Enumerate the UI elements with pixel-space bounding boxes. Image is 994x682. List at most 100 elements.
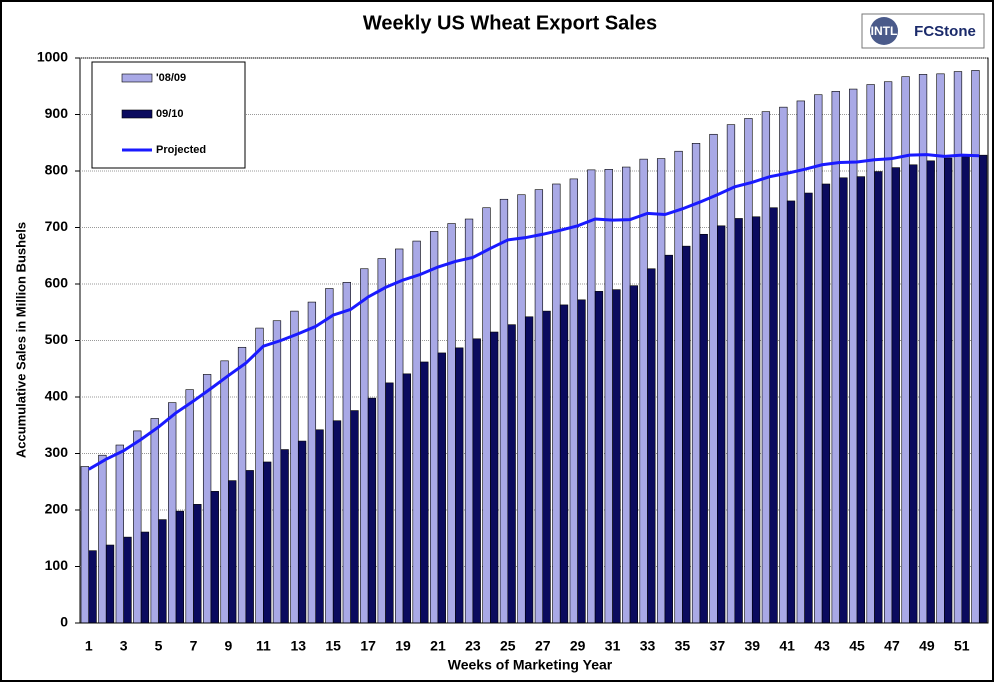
x-tick-label: 47 xyxy=(884,638,900,654)
x-tick-label: 9 xyxy=(225,638,233,654)
bar xyxy=(220,360,229,624)
bar xyxy=(98,454,107,624)
bar xyxy=(297,440,307,624)
bar xyxy=(447,223,456,624)
bar xyxy=(499,198,509,624)
x-tick-label: 13 xyxy=(290,638,306,654)
logo: INTL FCStone xyxy=(861,13,985,49)
bar xyxy=(577,299,586,624)
bar xyxy=(342,282,351,624)
x-tick-label: 19 xyxy=(395,638,411,654)
bar xyxy=(682,245,691,624)
bar xyxy=(395,248,404,624)
bar xyxy=(856,176,866,624)
x-tick-label: 27 xyxy=(535,638,551,654)
bar xyxy=(612,289,621,624)
y-tick-label: 600 xyxy=(45,275,69,291)
x-tick-label: 21 xyxy=(430,638,446,654)
bar xyxy=(175,510,185,624)
bar xyxy=(385,382,394,624)
legend-swatch xyxy=(121,109,153,119)
x-tick-label: 51 xyxy=(954,638,970,654)
bar xyxy=(332,420,342,624)
bar xyxy=(280,449,289,624)
x-tick-label: 7 xyxy=(190,638,198,654)
bar xyxy=(604,169,613,624)
bar xyxy=(464,218,474,624)
y-tick-label: 500 xyxy=(45,331,69,347)
bar xyxy=(290,310,299,624)
y-tick-label: 200 xyxy=(45,501,69,517)
bar xyxy=(674,150,683,624)
bar xyxy=(726,124,736,624)
bar xyxy=(325,288,334,624)
bar xyxy=(80,466,90,624)
bar xyxy=(272,320,282,624)
y-tick-label: 1000 xyxy=(37,49,68,65)
bar xyxy=(202,374,212,624)
y-tick-label: 400 xyxy=(45,388,69,404)
logo-text: FCStone xyxy=(914,23,976,40)
bar xyxy=(874,171,883,624)
bar xyxy=(517,194,526,624)
bar xyxy=(350,410,359,624)
bar xyxy=(751,216,761,624)
bar xyxy=(918,74,928,624)
bar xyxy=(744,118,753,624)
bar xyxy=(507,324,516,624)
bar xyxy=(839,177,848,624)
logo-globe xyxy=(870,17,898,45)
bar xyxy=(490,331,499,624)
bar xyxy=(656,158,666,624)
bar xyxy=(639,158,648,624)
bar xyxy=(307,301,317,624)
x-tick-label: 41 xyxy=(779,638,795,654)
bar xyxy=(133,430,142,624)
bar xyxy=(402,373,412,624)
x-tick-label: 31 xyxy=(605,638,621,654)
bar xyxy=(901,76,910,624)
bar xyxy=(245,470,254,624)
x-tick-label: 39 xyxy=(744,638,760,654)
bar xyxy=(944,157,953,624)
bar xyxy=(237,346,247,624)
bar xyxy=(185,389,194,624)
x-tick-label: 49 xyxy=(919,638,935,654)
bar xyxy=(420,361,429,624)
y-tick-label: 100 xyxy=(45,557,69,573)
legend-label: 09/10 xyxy=(156,108,184,120)
bar xyxy=(961,156,970,624)
y-tick-label: 0 xyxy=(60,614,68,630)
bar xyxy=(849,88,858,624)
x-tick-label: 15 xyxy=(325,638,341,654)
bar xyxy=(524,316,534,624)
bar xyxy=(594,291,604,624)
x-tick-label: 43 xyxy=(814,638,830,654)
bar xyxy=(315,429,324,624)
legend-label: '08/09 xyxy=(156,72,186,84)
bar xyxy=(647,268,656,624)
bar xyxy=(472,338,481,624)
legend-swatch xyxy=(121,73,153,83)
bar xyxy=(796,100,805,624)
bar xyxy=(210,491,219,624)
x-tick-label: 29 xyxy=(570,638,586,654)
bar xyxy=(622,166,631,624)
bar xyxy=(255,327,264,624)
y-tick-label: 900 xyxy=(45,105,69,121)
x-tick-label: 1 xyxy=(85,638,93,654)
line xyxy=(87,153,980,471)
y-tick-label: 700 xyxy=(45,218,69,234)
legend-label: Projected xyxy=(156,144,206,156)
bar xyxy=(761,111,771,624)
bar xyxy=(140,531,150,624)
bar xyxy=(115,444,124,624)
y-axis-title: Accumulative Sales in Million Bushels xyxy=(13,222,28,458)
bar xyxy=(360,268,369,624)
x-tick-label: 25 xyxy=(500,638,516,654)
bar xyxy=(814,94,823,624)
bar xyxy=(821,183,831,624)
bar xyxy=(587,169,596,624)
bar xyxy=(534,189,544,624)
